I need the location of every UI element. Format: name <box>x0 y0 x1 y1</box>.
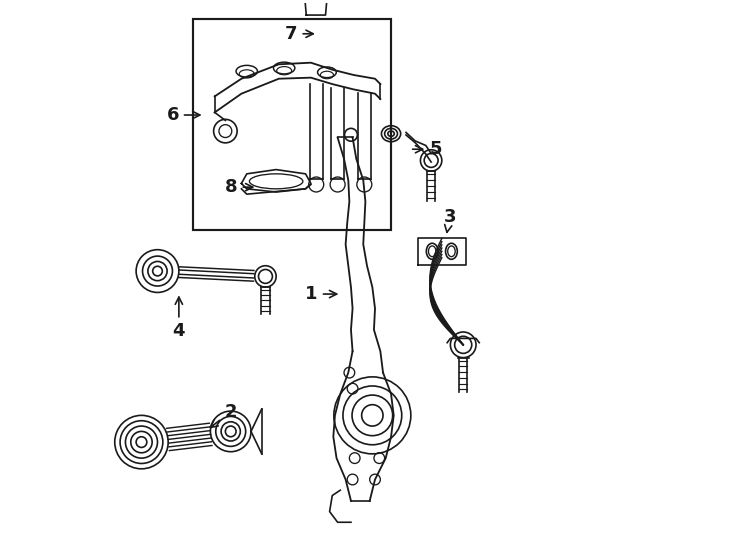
Text: 2: 2 <box>211 403 237 428</box>
Text: 5: 5 <box>413 140 443 158</box>
Text: 4: 4 <box>172 297 185 340</box>
Text: 8: 8 <box>225 178 252 196</box>
Text: 3: 3 <box>443 207 456 232</box>
Text: 6: 6 <box>167 106 200 124</box>
Text: 1: 1 <box>305 285 337 303</box>
Text: 7: 7 <box>285 25 313 43</box>
Bar <box>193 19 391 230</box>
